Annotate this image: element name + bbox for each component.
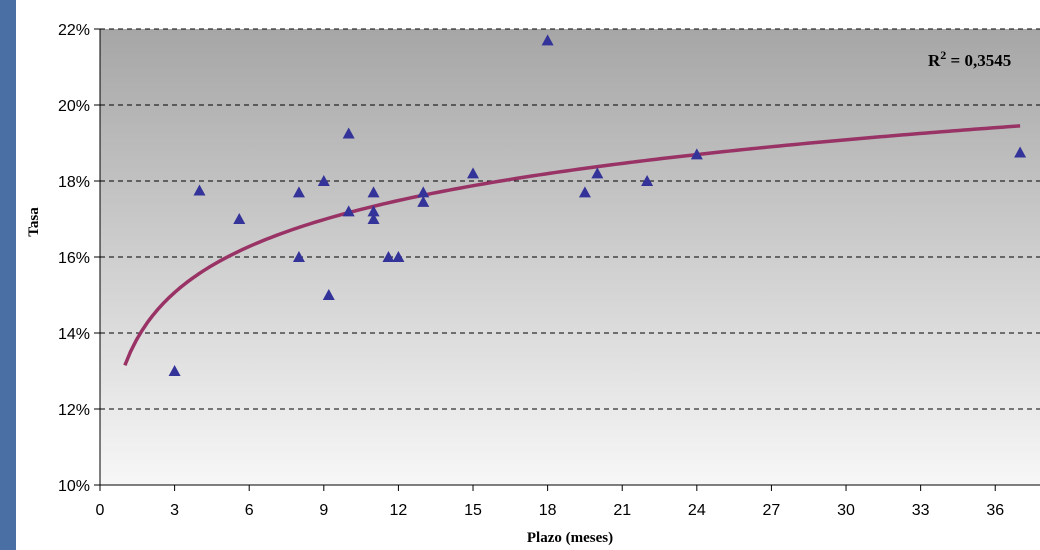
y-tick-label: 10% [58, 478, 90, 495]
x-tick-label: 9 [319, 502, 328, 519]
y-tick-label: 18% [58, 174, 90, 191]
y-tick-label: 22% [58, 22, 90, 39]
data-point-triangle [292, 251, 305, 262]
x-axis-title: Plazo (meses) [527, 530, 613, 546]
y-tick-label: 20% [58, 98, 90, 115]
y-tick-label: 16% [58, 250, 90, 267]
data-point-triangle [317, 175, 330, 186]
data-point-triangle [541, 34, 554, 46]
data-point-triangle [641, 175, 654, 186]
data-point-triangle [591, 167, 604, 179]
data-point-triangle [417, 195, 430, 207]
r-squared-superscript: 2 [940, 48, 946, 62]
data-point-triangle [578, 186, 591, 198]
data-point-triangle [467, 167, 480, 179]
y-tick-label: 14% [58, 326, 90, 343]
left-accent-strip [0, 0, 16, 550]
x-tick-label: 36 [986, 502, 1004, 519]
data-point-triangle [193, 184, 206, 196]
trendline [123, 124, 1021, 366]
data-point-triangle [367, 205, 380, 217]
y-axis-title: Tasa [26, 207, 42, 237]
x-tick-label: 3 [170, 502, 179, 519]
data-point-triangle [342, 127, 355, 139]
x-tick-label: 30 [837, 502, 855, 519]
tick-labels: 10%12%14%16%18%20%22%0 3 6 9 12 15 18 21 24 27 30 3… [58, 22, 1004, 519]
data-point-triangle [417, 186, 430, 198]
data-points [168, 34, 1027, 376]
x-tick-label: 0 [96, 502, 105, 519]
y-tick-label: 12% [58, 402, 90, 419]
x-tick-label: 21 [613, 502, 631, 519]
data-point-triangle [233, 213, 246, 224]
trendline-layer [123, 124, 1021, 366]
data-point-triangle [322, 289, 335, 300]
x-tick-label: 12 [390, 502, 408, 519]
data-point-triangle [392, 251, 405, 262]
axes [94, 28, 1040, 491]
x-tick-label: 15 [464, 502, 482, 519]
data-point-triangle [690, 148, 703, 160]
x-tick-label: 18 [539, 502, 557, 519]
x-tick-label: 24 [688, 502, 706, 519]
data-point-triangle [342, 205, 355, 217]
x-tick-label: 6 [245, 502, 254, 519]
data-point-triangle [367, 186, 380, 198]
data-point-triangle [1014, 146, 1027, 158]
x-tick-label: 33 [912, 502, 930, 519]
data-point-triangle [367, 213, 380, 224]
data-point-triangle [168, 365, 181, 376]
data-point-triangle [382, 251, 395, 262]
r-squared-value: = 0,3545 [946, 51, 1011, 70]
r-squared-annotation: R2 = 0,3545 [928, 48, 1011, 70]
gridlines [100, 28, 1040, 410]
data-point-triangle [292, 186, 305, 198]
r-squared-r: R [928, 51, 941, 70]
x-tick-label: 27 [763, 502, 781, 519]
